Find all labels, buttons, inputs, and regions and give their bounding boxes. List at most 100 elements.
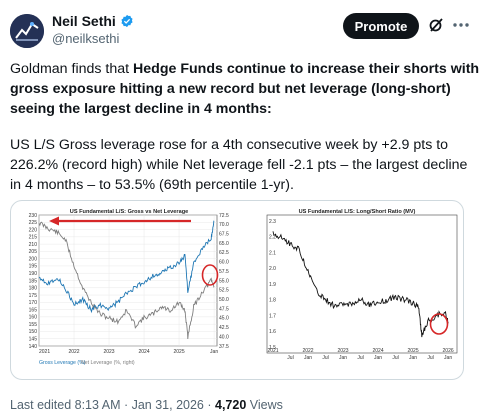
chart-1-y-left-ticks: 2302252202152102052001951901851801751701…	[29, 213, 38, 350]
chart-1-x-tick: 2024	[138, 349, 149, 355]
chart-1-y-left-tick: 145	[29, 337, 38, 343]
chart-1-series	[38, 220, 215, 340]
chart-1-y-right-tick: 72.5	[219, 213, 229, 219]
verified-badge-icon	[121, 14, 133, 28]
avatar[interactable]	[10, 14, 44, 48]
media-charts: US Fundamental L/S: Gross vs Net Leverag…	[29, 209, 458, 366]
chart-2-x-tick: 2025	[408, 348, 419, 354]
chart-1-y-left-tick: 230	[29, 213, 38, 219]
chart-2-x-tick: Jul	[287, 355, 293, 361]
ratio-circle	[429, 313, 449, 335]
chart-2-x-tick: Jul	[322, 355, 328, 361]
chart-2-y-tick: 2.2	[269, 235, 276, 241]
chart-1-y-left-tick: 185	[29, 278, 38, 284]
chart-2-x-tick: Jan	[444, 355, 452, 361]
post-text-bold: Hedge Funds continue to increase their s…	[10, 61, 480, 117]
chart-1-y-left-tick: 170	[29, 300, 38, 306]
chart-1-y-left-tick: 150	[29, 329, 38, 335]
post-text-paragraph-1: Goldman finds that Hedge Funds continue …	[10, 59, 480, 119]
post-text-paragraph-2: US L/S Gross leverage rose for a 4th con…	[10, 137, 468, 193]
chart-2-y-ticks: 2.3 2.2 2.1 2.0 1.9 1.8 1.7 1.6 1.5	[269, 219, 276, 351]
chart-1-y-right-tick: 70.0	[219, 222, 229, 228]
chart-2-x-tick: 2022	[302, 348, 313, 354]
chart-2-y-tick: 1.7	[269, 313, 276, 319]
chart-2-y-tick: 2.3	[269, 219, 276, 225]
chart-1-y-right-tick: 47.5	[219, 306, 229, 312]
views-count: 4,720	[215, 398, 247, 412]
chart-1-y-right-tick: 37.5	[219, 344, 229, 350]
author-handle[interactable]: @neilksethi	[52, 31, 120, 46]
promote-button[interactable]: Promote	[343, 13, 419, 39]
chart-1-x-tick: 2022	[68, 349, 79, 355]
chart-1-y-right-tick: 65.0	[219, 241, 229, 247]
chart-1-y-left-tick: 190	[29, 271, 38, 277]
chart-1-x-tick: 2021	[39, 349, 50, 355]
views-label: Views	[246, 398, 283, 412]
chart-1-y-right-tick: 60.0	[219, 260, 229, 266]
chart-2-x-tick: Jan	[409, 355, 417, 361]
chart-1-y-right-tick: 55.0	[219, 278, 229, 284]
chart-1-legend-net: Net Leverage (%, right)	[81, 360, 135, 366]
record-arrow-head	[49, 216, 59, 226]
chart-1-legend: Gross Leverage (%) Net Leverage (%, righ…	[39, 360, 135, 366]
post-media[interactable]: US Fundamental L/S: Gross vs Net Leverag…	[10, 200, 464, 380]
chart-1-y-left-tick: 160	[29, 315, 38, 321]
chart-1-y-right-tick: 52.5	[219, 288, 229, 294]
chart-1-x-tick: 2023	[103, 349, 114, 355]
more-icon[interactable]	[452, 22, 470, 28]
chart-1-y-left-tick: 200	[29, 256, 38, 262]
chart-2-y-tick: 1.8	[269, 298, 276, 304]
chart-2-x-tick: 2026	[443, 348, 454, 354]
chart-1-y-left-tick: 175	[29, 293, 38, 299]
chart-1-title: US Fundamental L/S: Gross vs Net Leverag…	[70, 209, 188, 215]
post-footer: Last edited 8:13 AM · Jan 31, 2026 · 4,7…	[10, 398, 283, 412]
post-text-intro: Goldman finds that	[10, 61, 134, 77]
chart-1-y-left-tick: 215	[29, 235, 38, 241]
chart-2-x-tick: 2021	[267, 348, 278, 354]
chart-2-x-tick: Jan	[304, 355, 312, 361]
chart-1-y-left-tick: 180	[29, 286, 38, 292]
net-leverage-circle	[201, 264, 219, 286]
series-net-leverage	[38, 221, 215, 340]
chart-2-x-tick: Jan	[339, 355, 347, 361]
chart-2-y-tick: 2.1	[269, 250, 276, 256]
chart-2-x-tick: Jul	[392, 355, 398, 361]
series-long-short-ratio	[272, 231, 449, 338]
chart-1-y-right-ticks: 72.5 70.0 67.5 65.0 62.5 60.0 57.5 55.0 52.5 50.0…	[219, 213, 229, 350]
chart-2-y-tick: 1.5	[269, 345, 276, 351]
avatar-image	[10, 14, 44, 48]
chart-1-x-tick: 2025	[174, 349, 185, 355]
chart-1-y-right-tick: 45.0	[219, 316, 229, 322]
chart-2-x-tick: Jul	[427, 355, 433, 361]
chart-1-y-left-tick: 225	[29, 220, 38, 226]
chart-long-short-ratio: US Fundamental L/S: Long/Short Ratio (MV…	[266, 209, 458, 361]
chart-1-x-tick: Jan	[210, 349, 218, 355]
chart-2-x-tick: 2024	[372, 348, 383, 354]
chart-2-y-tick: 1.9	[269, 282, 276, 288]
chart-1-y-right-tick: 57.5	[219, 269, 229, 275]
chart-1-y-right-tick: 67.5	[219, 232, 229, 238]
grok-icon[interactable]	[428, 17, 444, 33]
chart-1-y-right-tick: 42.5	[219, 325, 229, 331]
chart-2-x-tick: Jul	[357, 355, 363, 361]
chart-1-x-ticks: 2021 2022 2023 2024 2025 Jan	[39, 349, 218, 355]
chart-1-y-right-tick: 50.0	[219, 297, 229, 303]
chart-2-y-tick: 2.0	[269, 266, 276, 272]
chart-1-y-left-tick: 140	[29, 344, 38, 350]
chart-1-y-left-tick: 220	[29, 227, 38, 233]
chart-1-y-left-tick: 165	[29, 307, 38, 313]
chart-1-y-left-tick: 155	[29, 322, 38, 328]
chart-1-y-left-tick: 195	[29, 264, 38, 270]
chart-2-title: US Fundamental L/S: Long/Short Ratio (MV…	[299, 209, 416, 215]
last-edited[interactable]: Last edited 8:13 AM · Jan 31, 2026 ·	[10, 398, 215, 412]
chart-2-series	[272, 231, 449, 338]
author-name[interactable]: Neil Sethi	[52, 13, 116, 29]
chart-1-legend-gross: Gross Leverage (%)	[39, 360, 86, 366]
chart-1-y-left-tick: 205	[29, 249, 38, 255]
series-gross-leverage	[38, 220, 215, 314]
chart-1-y-right-tick: 40.0	[219, 334, 229, 340]
chart-1-y-right-tick: 62.5	[219, 250, 229, 256]
chart-1-y-left-tick: 210	[29, 242, 38, 248]
chart-2-x-tick: 2023	[337, 348, 348, 354]
